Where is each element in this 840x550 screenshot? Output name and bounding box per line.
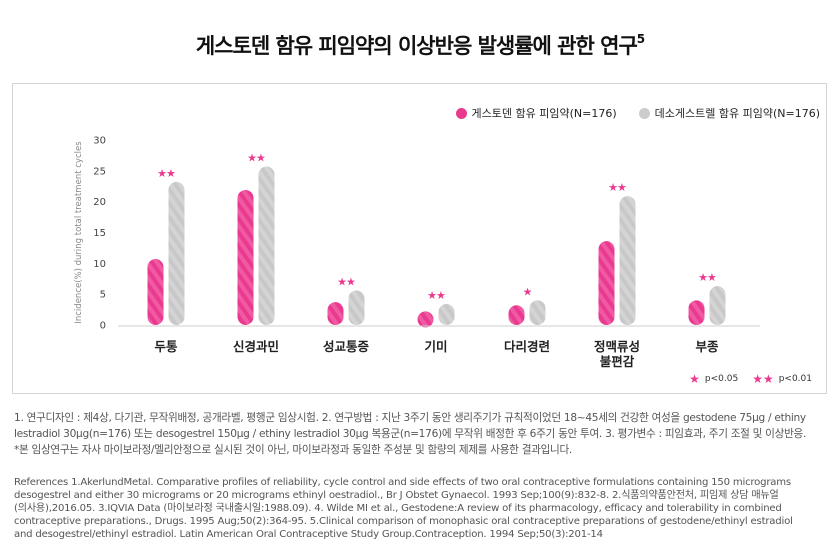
bar-gestodene [688, 300, 705, 325]
significance-stars: ★★ [157, 167, 176, 180]
x-tick-label: 정맥류성 [594, 339, 640, 354]
bar-chart: 0 5 10 15 20 25 30 Incidence(%) during total tr… [74, 136, 760, 369]
significance-label-p01: p<0.01 [778, 374, 812, 384]
bar-desogestrel [709, 286, 726, 325]
reference-line: desogestrel and either 30 micrograms or … [14, 490, 779, 501]
reference-line: contraceptive preparations., Drugs. 1995… [14, 516, 793, 527]
y-tick-label: 25 [93, 166, 106, 177]
y-tick-label: 0 [100, 321, 106, 332]
double-star-icon: ★★ [752, 372, 774, 386]
legend-item-desogestrel: 데소게스트렐 함유 피임약(N=176) [638, 105, 820, 121]
star-icon: ★ [689, 372, 700, 386]
chart-panel [12, 83, 827, 394]
chart-legend: 게스토덴 함유 피임약(N=176) 데소게스트렐 함유 피임약(N=176) [455, 105, 820, 121]
y-tick-label: 10 [93, 259, 106, 270]
reference-line: and desogestrel/ethinyl estradiol. Latin… [14, 529, 603, 540]
x-tick-label: 성교통증 [323, 339, 370, 354]
chart-title: 게스토덴 함유 피임약의 이상반응 발생률에 관한 연구5 [195, 32, 645, 58]
legend-label-desogestrel: 데소게스트렐 함유 피임약(N=176) [654, 107, 820, 120]
significance-stars: ★★ [427, 289, 446, 302]
bar-gestodene [417, 311, 434, 328]
significance-stars: ★★ [608, 181, 627, 194]
significance-stars: ★ [523, 285, 533, 298]
x-tick-label: 불편감 [600, 354, 635, 369]
y-axis: 0 5 10 15 20 25 30 Incidence(%) during total tr… [74, 136, 106, 332]
significance-item-p01: ★★ p<0.01 [752, 372, 812, 386]
y-axis-label: Incidence(%) during total treatment cycl… [74, 141, 84, 324]
note-line: *본 임상연구는 자사 마이보라정/멜리안정으로 실시된 것이 아닌, 마이보라… [14, 444, 572, 456]
note-line: 1. 연구디자인 : 제4상, 다기관, 무작위배정, 공개라벨, 평행군 임상… [14, 412, 806, 424]
bar-desogestrel [348, 290, 365, 325]
bar-desogestrel [619, 196, 636, 325]
note-line: lestradiol 30μg(n=176) 또는 desogestrel 15… [14, 428, 807, 440]
bar-gestodene [327, 302, 344, 325]
legend-swatch-gestodene [455, 107, 467, 119]
reference-line: References 1.AkerlundMetal. Comparative … [14, 477, 791, 488]
bar-gestodene [237, 189, 254, 325]
y-tick-label: 15 [93, 228, 106, 239]
x-tick-label: 신경과민 [233, 339, 279, 354]
bar-gestodene [598, 241, 615, 325]
bar-desogestrel [258, 166, 275, 325]
bar-desogestrel [438, 304, 455, 325]
significance-item-p05: ★ p<0.05 [689, 372, 738, 386]
x-tick-label: 부종 [695, 339, 719, 354]
bar-desogestrel [168, 181, 185, 325]
bar-desogestrel [529, 300, 546, 325]
x-tick-label: 다리경련 [504, 339, 550, 354]
significance-stars: ★★ [698, 271, 717, 284]
x-tick-label: 두통 [154, 339, 178, 354]
references: References 1.AkerlundMetal. Comparative … [14, 476, 830, 541]
y-tick-label: 30 [93, 136, 106, 147]
legend-label-gestodene: 게스토덴 함유 피임약(N=176) [471, 107, 617, 120]
bars-group: ★★★★★★★★ ★★★★★ [147, 152, 726, 328]
significance-stars: ★★ [337, 275, 356, 288]
x-tick-label: 기미 [424, 339, 447, 354]
significance-legend: ★ p<0.05 ★★ p<0.01 [689, 372, 812, 386]
reference-line: (의사용),2016.05. 3.IQVIA Data (마이보라정 국내출시일… [14, 503, 782, 514]
study-notes: 1. 연구디자인 : 제4상, 다기관, 무작위배정, 공개라벨, 평행군 임상… [14, 410, 830, 458]
bar-gestodene [147, 259, 164, 325]
legend-item-gestodene: 게스토덴 함유 피임약(N=176) [455, 105, 617, 121]
significance-stars: ★★ [247, 152, 266, 165]
y-tick-label: 5 [100, 290, 106, 301]
y-tick-label: 20 [93, 197, 106, 208]
significance-label-p05: p<0.05 [704, 374, 739, 384]
bar-gestodene [508, 305, 525, 325]
legend-swatch-desogestrel [638, 107, 650, 119]
